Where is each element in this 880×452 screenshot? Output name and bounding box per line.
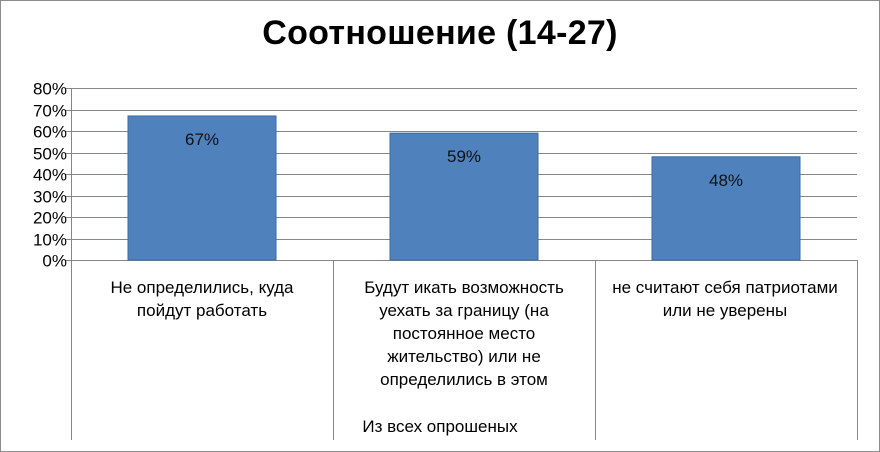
- bar: [389, 132, 539, 261]
- y-tick-label: 60%: [33, 123, 67, 142]
- y-tick-label: 20%: [33, 209, 67, 228]
- bar: [127, 115, 277, 261]
- chart-title: Соотношение (14-27): [262, 14, 618, 52]
- y-tick-label: 80%: [33, 80, 67, 99]
- y-tick-label: 50%: [33, 145, 67, 164]
- y-tick-label: 70%: [33, 102, 67, 121]
- y-tick-label: 10%: [33, 231, 67, 250]
- category-label: Не определились, куда пойдут работать: [110, 278, 294, 320]
- bar: [651, 156, 801, 261]
- data-label: 59%: [447, 147, 481, 166]
- category-label: не считают себя патриотами или не уверен…: [612, 278, 838, 320]
- y-tick-label: 30%: [33, 188, 67, 207]
- data-label: 48%: [709, 171, 743, 190]
- y-tick-label: 40%: [33, 166, 67, 185]
- category-label: Будут икать возможность уехать за границ…: [364, 278, 564, 389]
- x-axis-title: Из всех опрошеных: [362, 417, 518, 436]
- data-label: 67%: [185, 130, 219, 149]
- y-tick-label: 0%: [42, 252, 67, 271]
